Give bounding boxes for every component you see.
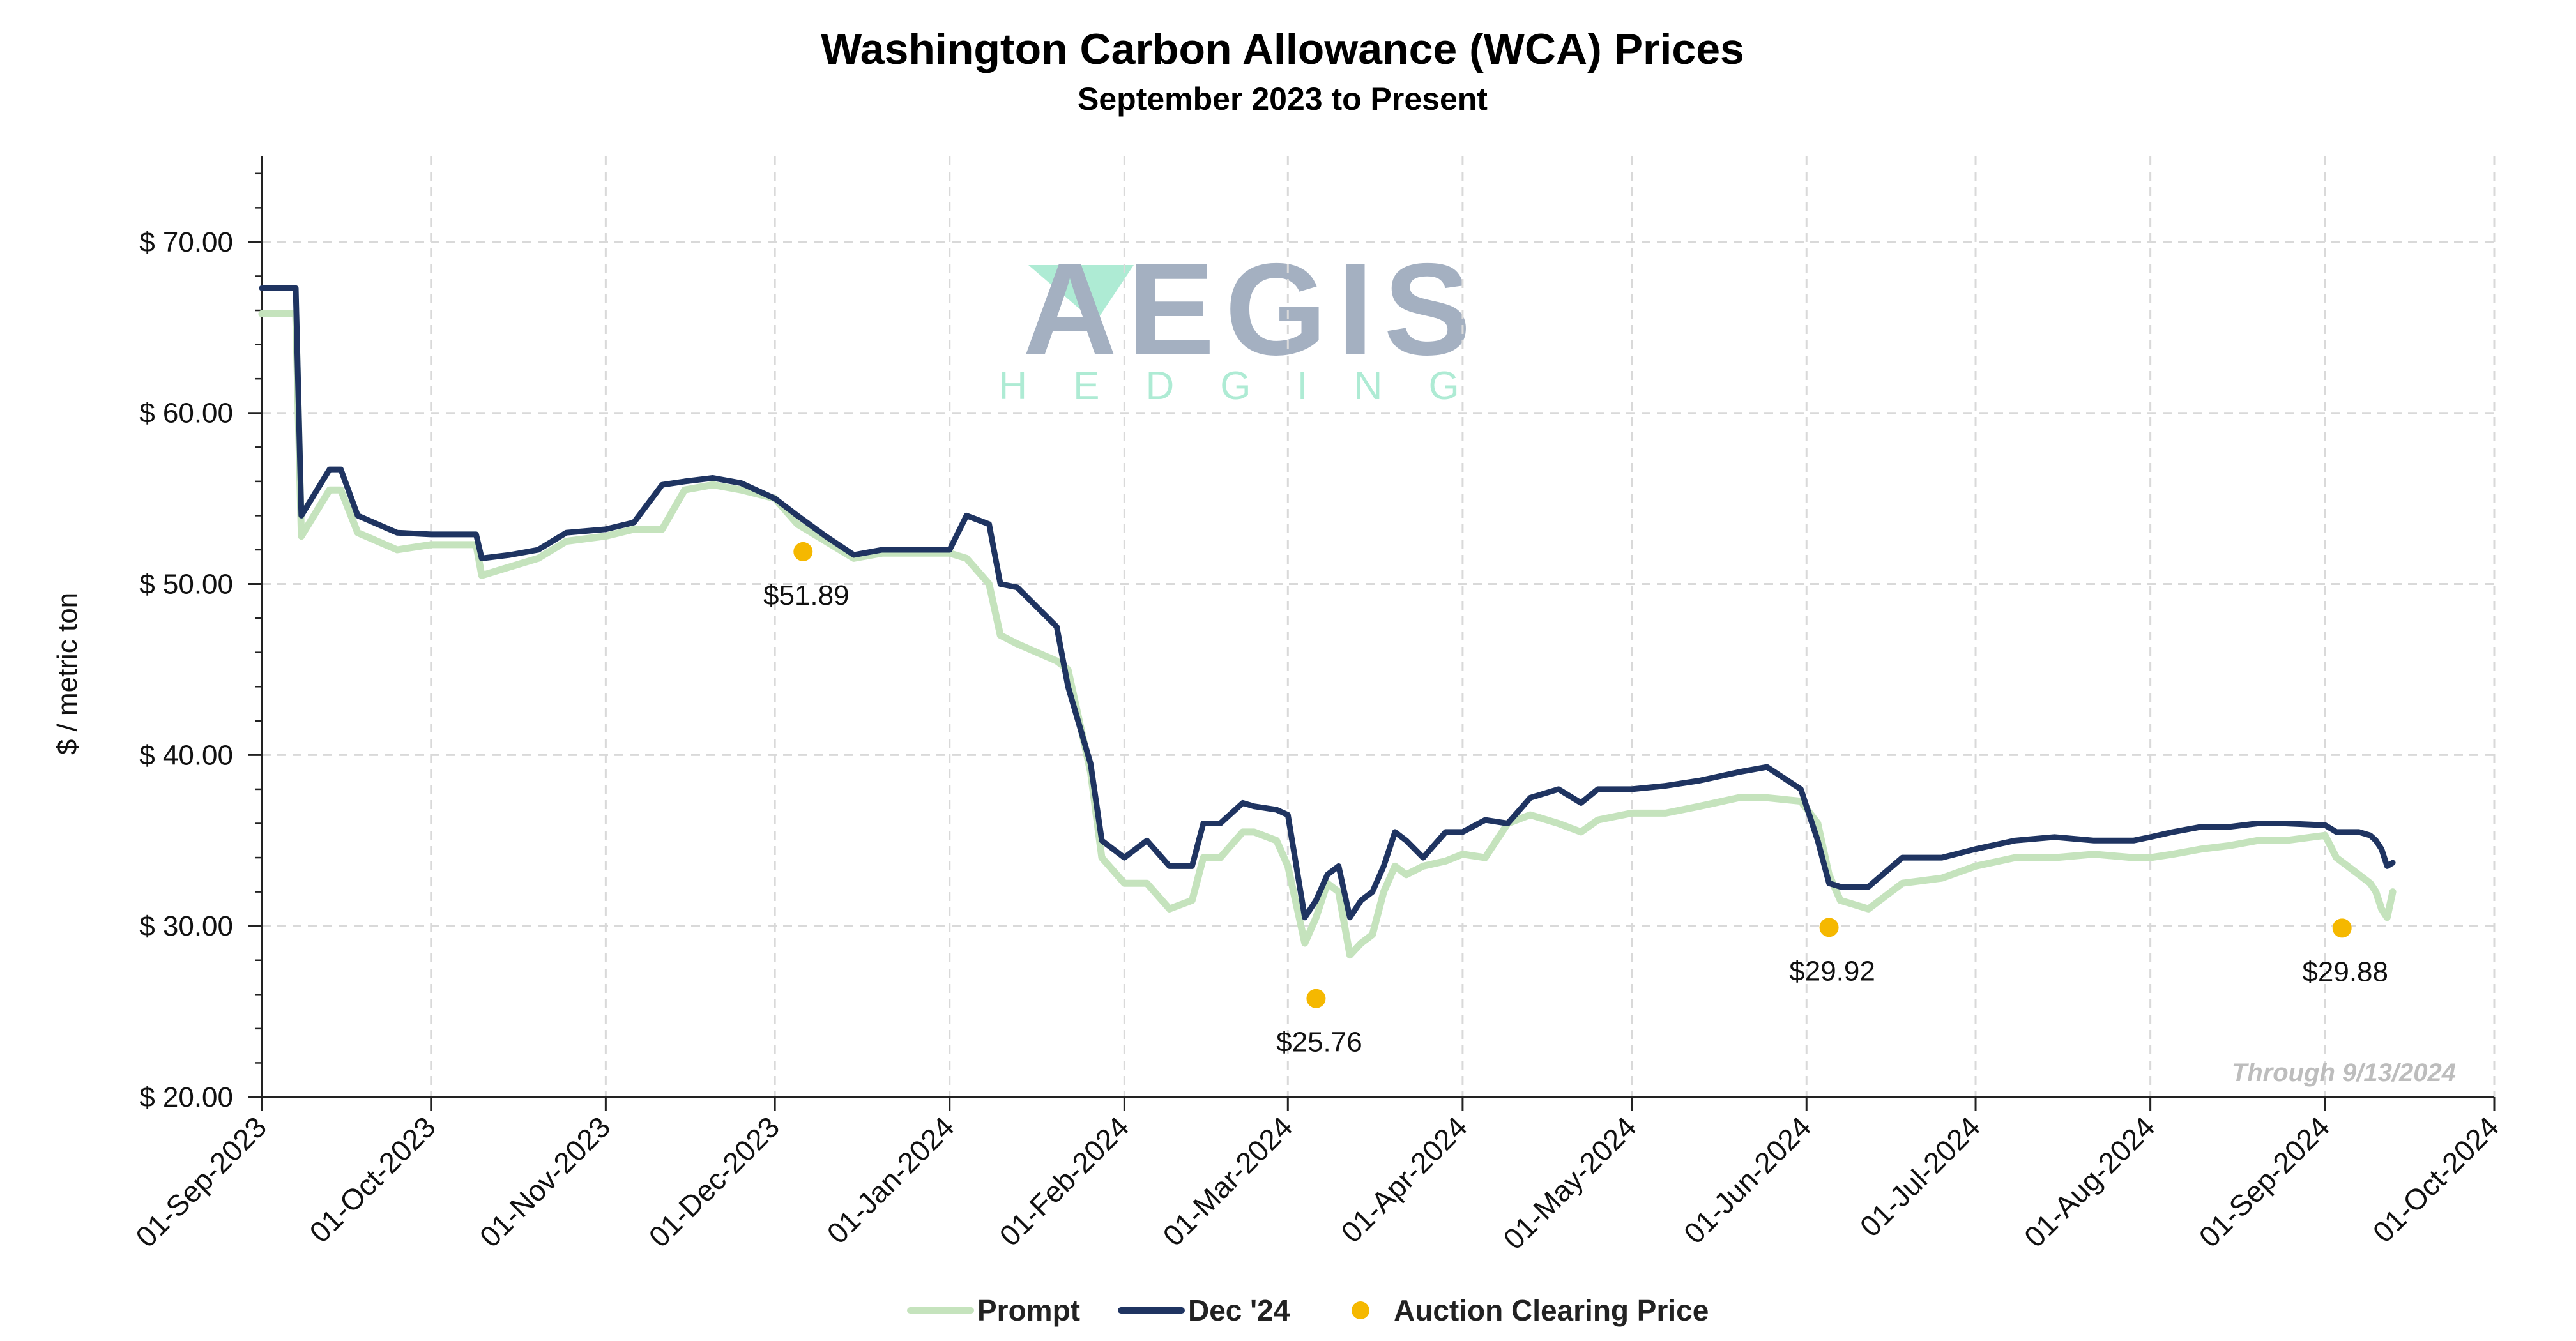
series-line-prompt	[258, 310, 2397, 959]
legend-label: Prompt	[977, 1294, 1080, 1327]
y-tick-label: $ 70.00	[139, 227, 233, 258]
auction-point-label: $29.92	[1789, 955, 1875, 987]
auction-points-layer: $51.89 $25.76 $29.92 $29.88	[763, 542, 2388, 1058]
series-layer	[258, 285, 2397, 959]
series-line-dec-24	[259, 285, 2396, 921]
logo-wordmark-aegis: AEGIS	[1023, 236, 1481, 383]
y-tick-label: $ 20.00	[139, 1082, 233, 1113]
y-axis-label: $ / metric ton	[52, 593, 83, 755]
legend-label: Auction Clearing Price	[1394, 1294, 1709, 1327]
logo-mark	[1028, 265, 1134, 322]
through-date-annotation: Through 9/13/2024	[2232, 1059, 2456, 1087]
y-tick-label: $ 50.00	[139, 569, 233, 600]
y-tick-label: $ 40.00	[139, 739, 233, 771]
auction-point-label: $51.89	[763, 580, 850, 611]
legend-swatch	[1352, 1301, 1369, 1319]
legend-label: Dec '24	[1188, 1294, 1290, 1327]
legend: Prompt Dec '24 Auction Clearing Price	[907, 1294, 1709, 1327]
auction-point	[2332, 918, 2352, 938]
logo-wordmark-hedging: HEDGING	[998, 364, 1505, 408]
auction-point-label: $25.76	[1276, 1027, 1362, 1058]
auction-point	[793, 542, 813, 561]
auction-point	[1306, 989, 1326, 1008]
auction-point-label: $29.88	[2302, 956, 2388, 987]
auction-point	[1819, 918, 1839, 937]
grid	[262, 156, 2496, 1097]
chart-title: Washington Carbon Allowance (WCA) Prices	[821, 25, 1744, 73]
aegis-hedging-logo: AEGIS HEDGING	[998, 236, 1505, 408]
y-tick-label: $ 60.00	[139, 398, 233, 429]
y-tick-label: $ 30.00	[139, 911, 233, 942]
chart-subtitle: September 2023 to Present	[1078, 81, 1488, 117]
